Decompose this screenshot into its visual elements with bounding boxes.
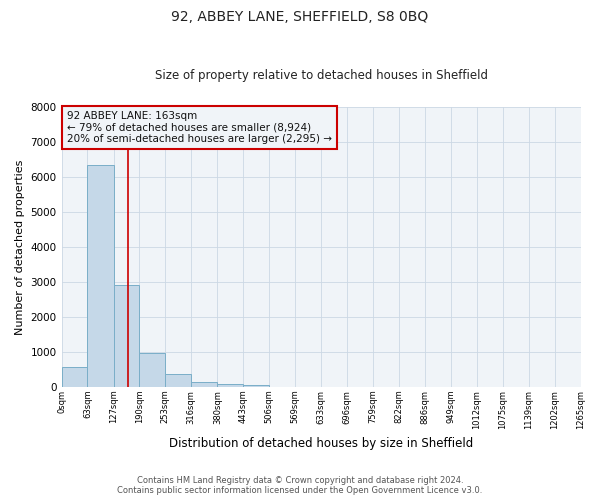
Bar (166, 374, 191, 387)
Bar (243, 385, 269, 387)
Y-axis label: Number of detached properties: Number of detached properties (15, 159, 25, 334)
Bar (88, 166, 113, 387)
Bar (113, 284, 139, 387)
Bar (217, 384, 243, 387)
Text: Contains HM Land Registry data © Crown copyright and database right 2024.
Contai: Contains HM Land Registry data © Crown c… (118, 476, 482, 495)
Title: Size of property relative to detached houses in Sheffield: Size of property relative to detached ho… (155, 69, 488, 82)
Bar (191, 382, 217, 387)
Text: 92 ABBEY LANE: 163sqm
← 79% of detached houses are smaller (8,924)
20% of semi-d: 92 ABBEY LANE: 163sqm ← 79% of detached … (67, 111, 332, 144)
Bar (62, 367, 88, 387)
X-axis label: Distribution of detached houses by size in Sheffield: Distribution of detached houses by size … (169, 437, 473, 450)
Bar (139, 354, 166, 387)
Text: 92, ABBEY LANE, SHEFFIELD, S8 0BQ: 92, ABBEY LANE, SHEFFIELD, S8 0BQ (172, 10, 428, 24)
